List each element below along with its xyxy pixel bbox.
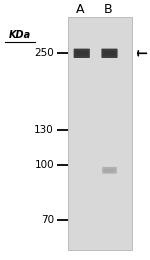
Text: 70: 70 [41, 215, 54, 225]
FancyBboxPatch shape [103, 51, 116, 56]
Text: 100: 100 [34, 160, 54, 170]
Text: 130: 130 [34, 125, 54, 135]
Bar [68, 17, 132, 250]
FancyBboxPatch shape [75, 51, 88, 56]
FancyBboxPatch shape [74, 49, 90, 58]
FancyBboxPatch shape [102, 167, 117, 174]
Text: 250: 250 [34, 48, 54, 58]
FancyBboxPatch shape [101, 49, 118, 58]
Text: KDa: KDa [8, 30, 31, 40]
Text: A: A [76, 3, 84, 16]
FancyBboxPatch shape [104, 168, 115, 172]
Text: B: B [104, 3, 112, 16]
